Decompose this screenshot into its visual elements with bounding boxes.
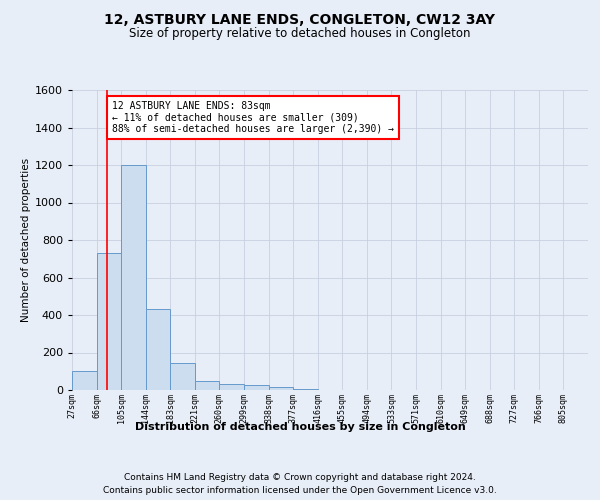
Text: Distribution of detached houses by size in Congleton: Distribution of detached houses by size … (134, 422, 466, 432)
Text: Contains HM Land Registry data © Crown copyright and database right 2024.: Contains HM Land Registry data © Crown c… (124, 472, 476, 482)
Bar (121, 165, 146, 390)
Text: 12, ASTBURY LANE ENDS, CONGLETON, CW12 3AY: 12, ASTBURY LANE ENDS, CONGLETON, CW12 3… (104, 12, 496, 26)
Text: Size of property relative to detached houses in Congleton: Size of property relative to detached ho… (129, 28, 471, 40)
Text: 12 ASTBURY LANE ENDS: 83sqm
← 11% of detached houses are smaller (309)
88% of se: 12 ASTBURY LANE ENDS: 83sqm ← 11% of det… (112, 101, 394, 134)
Bar (269, 387, 293, 390)
Bar (146, 310, 170, 390)
Bar (220, 384, 244, 390)
Bar (293, 389, 318, 390)
Bar (72, 371, 97, 390)
Bar (195, 380, 220, 390)
Bar (97, 253, 121, 390)
Bar (244, 386, 269, 390)
Text: Contains public sector information licensed under the Open Government Licence v3: Contains public sector information licen… (103, 486, 497, 495)
Bar (170, 363, 195, 390)
Y-axis label: Number of detached properties: Number of detached properties (20, 158, 31, 322)
